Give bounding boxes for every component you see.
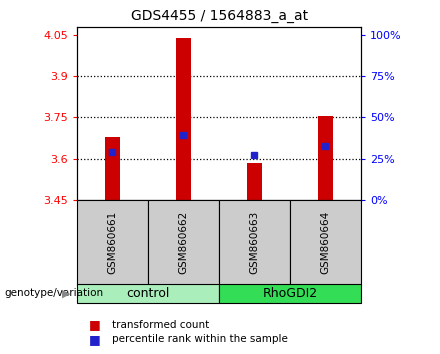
Bar <box>77 200 148 285</box>
Text: GSM860664: GSM860664 <box>320 211 330 274</box>
Text: ■: ■ <box>89 333 100 346</box>
Text: GSM860662: GSM860662 <box>179 211 188 274</box>
Text: GSM860661: GSM860661 <box>107 211 117 274</box>
Bar <box>148 200 219 285</box>
Bar <box>176 38 191 200</box>
Text: RhoGDI2: RhoGDI2 <box>262 287 317 300</box>
Text: genotype/variation: genotype/variation <box>4 289 103 298</box>
Bar <box>77 284 219 303</box>
Bar <box>290 200 361 285</box>
Bar <box>219 284 361 303</box>
Text: GDS4455 / 1564883_a_at: GDS4455 / 1564883_a_at <box>132 9 308 23</box>
Bar <box>318 116 333 200</box>
Text: transformed count: transformed count <box>112 320 209 330</box>
Bar <box>246 163 262 200</box>
Text: ▶: ▶ <box>62 289 70 298</box>
Bar <box>219 200 290 285</box>
Text: ■: ■ <box>89 319 100 331</box>
Text: percentile rank within the sample: percentile rank within the sample <box>112 334 288 344</box>
Text: GSM860663: GSM860663 <box>249 211 259 274</box>
Bar <box>105 137 120 200</box>
Text: control: control <box>126 287 170 300</box>
